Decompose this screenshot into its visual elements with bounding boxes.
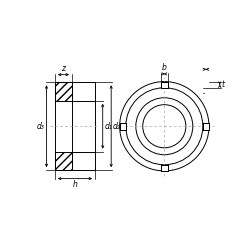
Polygon shape [161,82,168,88]
Polygon shape [55,82,72,101]
Polygon shape [120,123,126,130]
Text: d₁: d₁ [104,122,112,131]
Text: d₃: d₃ [37,122,45,131]
Text: h: h [72,180,78,189]
Text: b: b [162,63,167,72]
Polygon shape [55,152,72,170]
Polygon shape [203,123,209,130]
Text: t: t [221,80,224,89]
Text: z: z [62,64,66,73]
Polygon shape [161,165,168,171]
Text: d₂: d₂ [113,122,120,131]
